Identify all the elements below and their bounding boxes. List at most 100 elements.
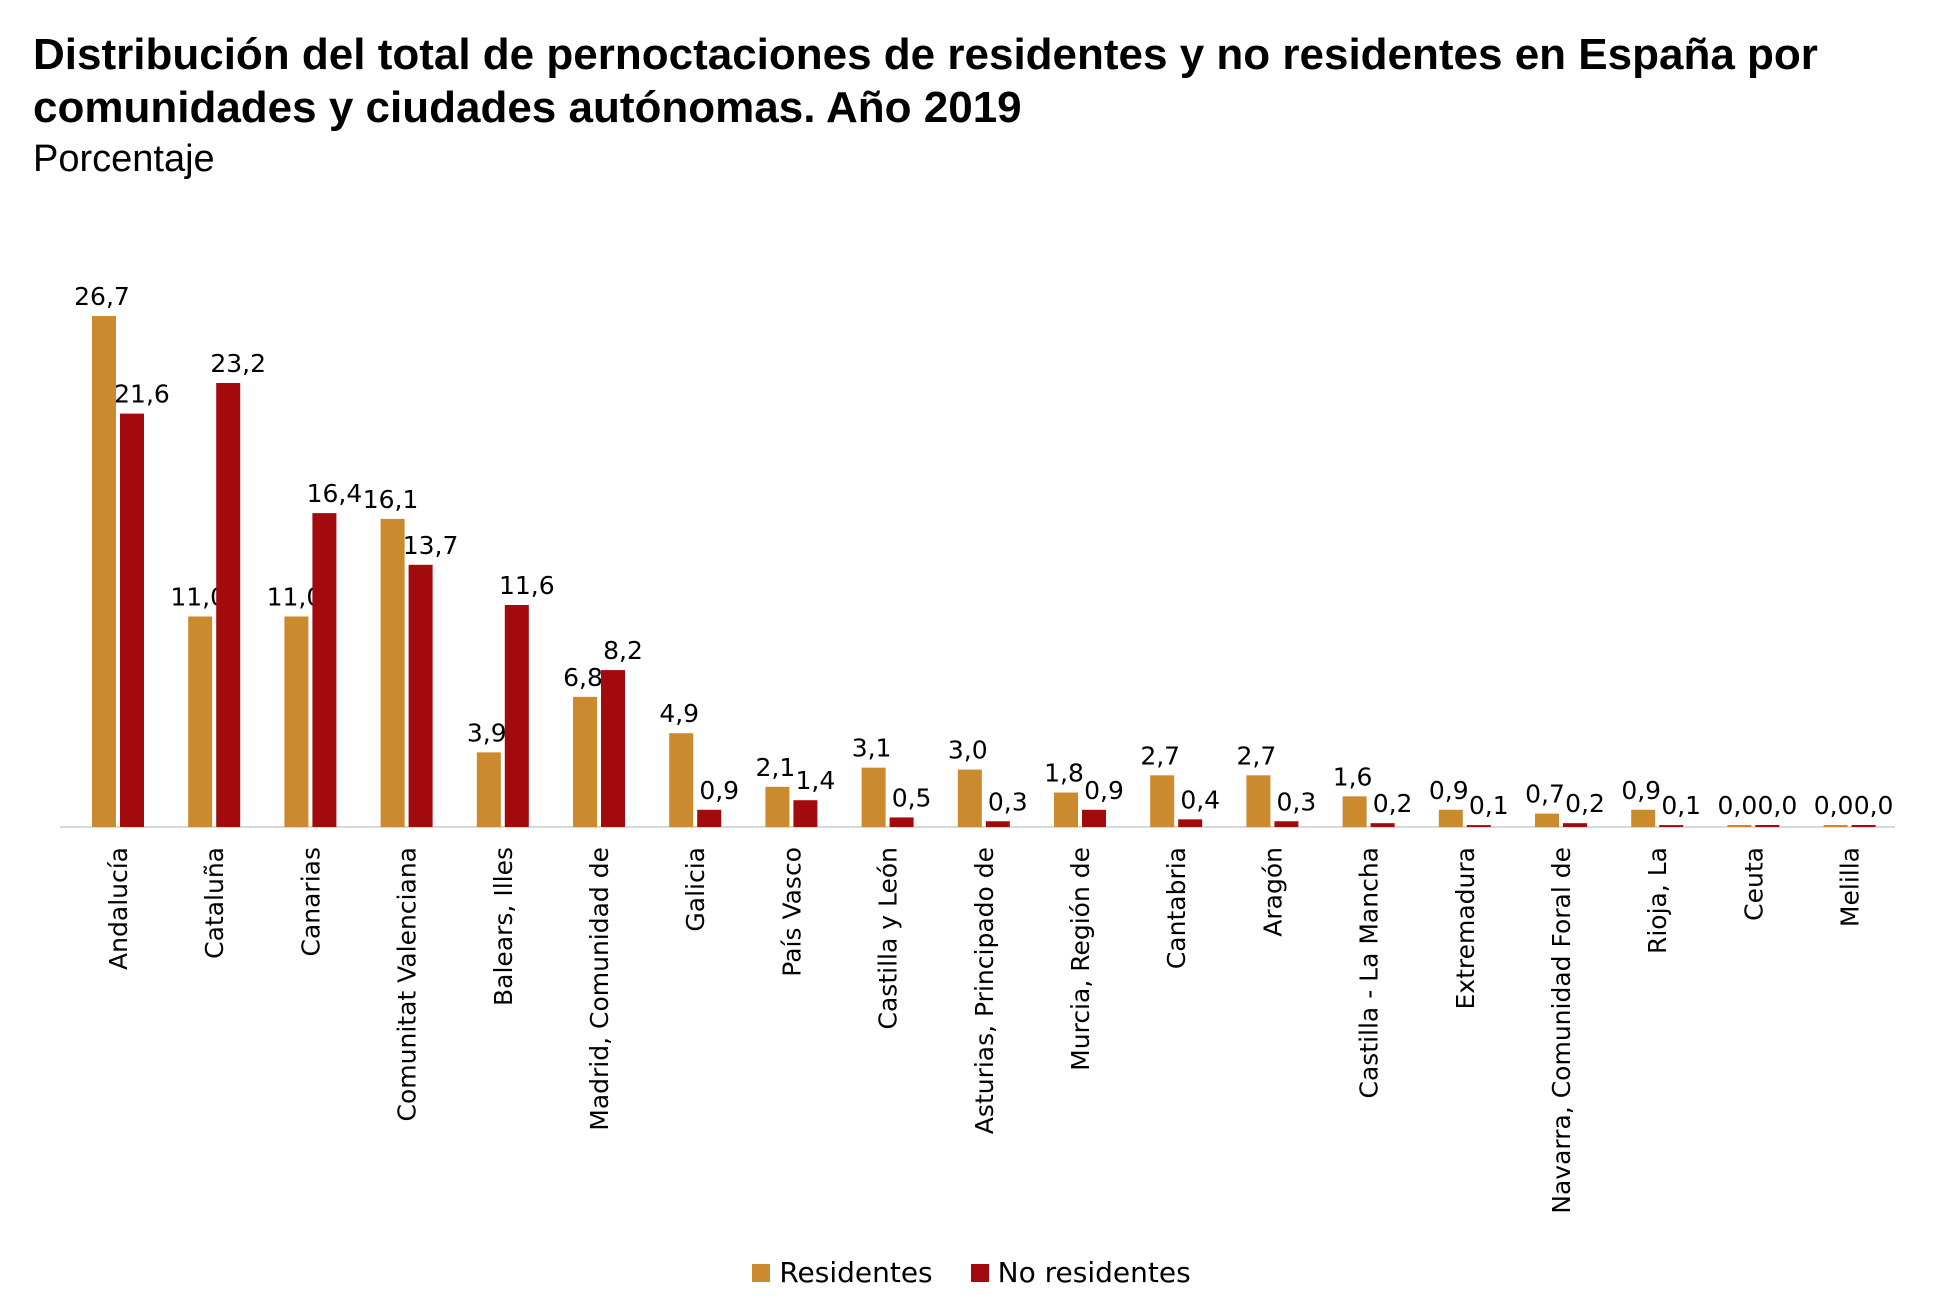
bar-no-residentes-canarias — [312, 513, 337, 827]
bar-no-residentes-cantabria — [1178, 819, 1203, 827]
x-tick-label-galicia: Galicia — [681, 847, 710, 932]
x-tick-label-extremadura: Extremadura — [1451, 847, 1480, 1010]
bar-chart: 26,721,6Andalucía11,023,2Cataluña11,016,… — [60, 282, 1895, 1214]
data-label-no-residentes-rioja-la: 0,1 — [1661, 791, 1701, 820]
data-label-residentes-extremadura: 0,9 — [1429, 776, 1469, 805]
data-label-residentes-madrid-comunidad-de: 6,8 — [563, 663, 603, 692]
x-tick-label-melilla: Melilla — [1836, 847, 1865, 927]
data-label-residentes-murcia-region-de: 1,8 — [1044, 759, 1084, 788]
bar-residentes-murcia-region-de — [1054, 792, 1078, 827]
data-label-no-residentes-pais-vasco: 1,4 — [796, 766, 836, 795]
data-label-no-residentes-asturias-principado-de: 0,3 — [988, 787, 1028, 816]
bar-no-residentes-madrid-comunidad-de — [601, 670, 625, 827]
x-tick-label-asturias-principado-de: Asturias, Principado de — [970, 847, 999, 1134]
bar-no-residentes-extremadura — [1466, 825, 1491, 827]
data-label-no-residentes-andalucia: 21,6 — [114, 380, 170, 409]
bar-residentes-castilla-la-mancha — [1342, 796, 1367, 827]
data-label-residentes-ceuta: 0,0 — [1718, 791, 1758, 820]
legend: Residentes No residentes — [0, 1256, 1943, 1289]
data-label-residentes-galicia: 4,9 — [659, 699, 699, 728]
data-label-no-residentes-castilla-la-mancha: 0,2 — [1373, 789, 1413, 818]
x-tick-label-andalucia: Andalucía — [104, 847, 133, 970]
bar-no-residentes-comunitat-valenciana — [408, 564, 433, 827]
data-label-residentes-navarra-comunidad-foral-de: 0,7 — [1525, 780, 1565, 809]
legend-swatch-no-residentes — [970, 1263, 989, 1282]
chart-title: Distribución del total de pernoctaciones… — [33, 30, 1818, 132]
data-label-residentes-melilla: 0,0 — [1814, 791, 1854, 820]
x-tick-label-ceuta: Ceuta — [1739, 847, 1768, 921]
bar-no-residentes-castilla-y-leon — [889, 817, 914, 827]
x-tick-label-madrid-comunidad-de: Madrid, Comunidad de — [585, 847, 614, 1131]
bar-no-residentes-castilla-la-mancha — [1370, 823, 1395, 827]
legend-label-residentes: Residentes — [779, 1256, 933, 1289]
bar-residentes-balears-illes — [476, 752, 501, 827]
bar-residentes-pais-vasco — [765, 786, 790, 827]
data-label-residentes-andalucia: 26,7 — [74, 282, 130, 311]
data-label-no-residentes-ceuta: 0,0 — [1758, 791, 1798, 820]
chart-subtitle: Porcentaje — [33, 138, 215, 180]
bar-no-residentes-murcia-region-de — [1082, 809, 1106, 827]
bar-no-residentes-asturias-principado-de — [985, 821, 1010, 827]
data-label-no-residentes-navarra-comunidad-foral-de: 0,2 — [1565, 789, 1605, 818]
data-label-no-residentes-galicia: 0,9 — [699, 776, 739, 805]
x-tick-label-aragon: Aragón — [1258, 847, 1287, 937]
x-tick-label-pais-vasco: País Vasco — [777, 847, 806, 977]
data-label-no-residentes-aragon: 0,3 — [1277, 787, 1317, 816]
bar-residentes-navarra-comunidad-foral-de — [1535, 813, 1559, 827]
data-label-no-residentes-melilla: 0,0 — [1854, 791, 1894, 820]
legend-item-no-residentes: No residentes — [970, 1256, 1191, 1289]
bar-residentes-andalucia — [92, 316, 116, 827]
bar-residentes-ceuta — [1727, 825, 1752, 827]
data-label-no-residentes-murcia-region-de: 0,9 — [1084, 776, 1124, 805]
data-label-residentes-asturias-principado-de: 3,0 — [948, 736, 988, 765]
data-label-no-residentes-extremadura: 0,1 — [1469, 791, 1509, 820]
data-label-residentes-aragon: 2,7 — [1237, 741, 1277, 770]
legend-label-no-residentes: No residentes — [997, 1256, 1191, 1289]
bar-residentes-cataluna — [188, 616, 213, 827]
x-tick-label-canarias: Canarias — [296, 847, 325, 957]
data-label-no-residentes-canarias: 16,4 — [307, 479, 363, 508]
bar-residentes-extremadura — [1438, 809, 1463, 827]
bar-residentes-comunitat-valenciana — [380, 518, 405, 827]
data-label-no-residentes-castilla-y-leon: 0,5 — [892, 783, 932, 812]
x-tick-label-castilla-y-leon: Castilla y León — [874, 847, 903, 1029]
x-tick-label-balears-illes: Balears, Illes — [489, 847, 518, 1006]
x-tick-label-cantabria: Cantabria — [1162, 847, 1191, 969]
x-tick-label-murcia-region-de: Murcia, Región de — [1066, 847, 1095, 1071]
bar-no-residentes-aragon — [1274, 821, 1299, 827]
x-tick-label-navarra-comunidad-foral-de: Navarra, Comunidad Foral de — [1547, 847, 1576, 1214]
bar-residentes-canarias — [284, 616, 309, 827]
data-label-no-residentes-comunitat-valenciana: 13,7 — [403, 531, 459, 560]
bar-residentes-castilla-y-leon — [861, 767, 886, 827]
x-tick-label-rioja-la: Rioja, La — [1643, 847, 1672, 954]
bar-no-residentes-balears-illes — [504, 604, 529, 827]
data-label-no-residentes-balears-illes: 11,6 — [499, 571, 555, 600]
data-label-no-residentes-cantabria: 0,4 — [1180, 785, 1220, 814]
bar-residentes-galicia — [669, 733, 694, 827]
bar-no-residentes-rioja-la — [1659, 825, 1684, 827]
bar-residentes-madrid-comunidad-de — [573, 696, 597, 827]
data-label-residentes-cantabria: 2,7 — [1140, 741, 1180, 770]
legend-swatch-residentes — [752, 1263, 771, 1282]
bar-no-residentes-cataluna — [216, 382, 241, 827]
data-label-no-residentes-cataluna: 23,2 — [210, 349, 266, 378]
bar-residentes-aragon — [1246, 775, 1271, 827]
data-label-residentes-castilla-la-mancha: 1,6 — [1333, 762, 1373, 791]
bar-no-residentes-galicia — [697, 809, 722, 827]
data-label-residentes-castilla-y-leon: 3,1 — [852, 734, 892, 763]
data-label-residentes-comunitat-valenciana: 16,1 — [363, 485, 419, 514]
x-tick-label-castilla-la-mancha: Castilla - La Mancha — [1355, 847, 1384, 1099]
x-tick-label-cataluna: Cataluña — [200, 847, 229, 959]
bar-no-residentes-andalucia — [120, 413, 144, 827]
bar-no-residentes-navarra-comunidad-foral-de — [1563, 823, 1587, 827]
bar-residentes-cantabria — [1150, 775, 1175, 827]
bar-no-residentes-ceuta — [1755, 825, 1780, 827]
data-label-residentes-balears-illes: 3,9 — [467, 718, 507, 747]
data-label-residentes-rioja-la: 0,9 — [1621, 776, 1661, 805]
x-tick-label-comunitat-valenciana: Comunitat Valenciana — [393, 847, 422, 1121]
bar-no-residentes-pais-vasco — [793, 800, 818, 827]
data-label-residentes-pais-vasco: 2,1 — [756, 753, 796, 782]
bar-no-residentes-melilla — [1851, 825, 1876, 827]
data-label-no-residentes-madrid-comunidad-de: 8,2 — [603, 636, 643, 665]
bar-residentes-melilla — [1823, 825, 1848, 827]
